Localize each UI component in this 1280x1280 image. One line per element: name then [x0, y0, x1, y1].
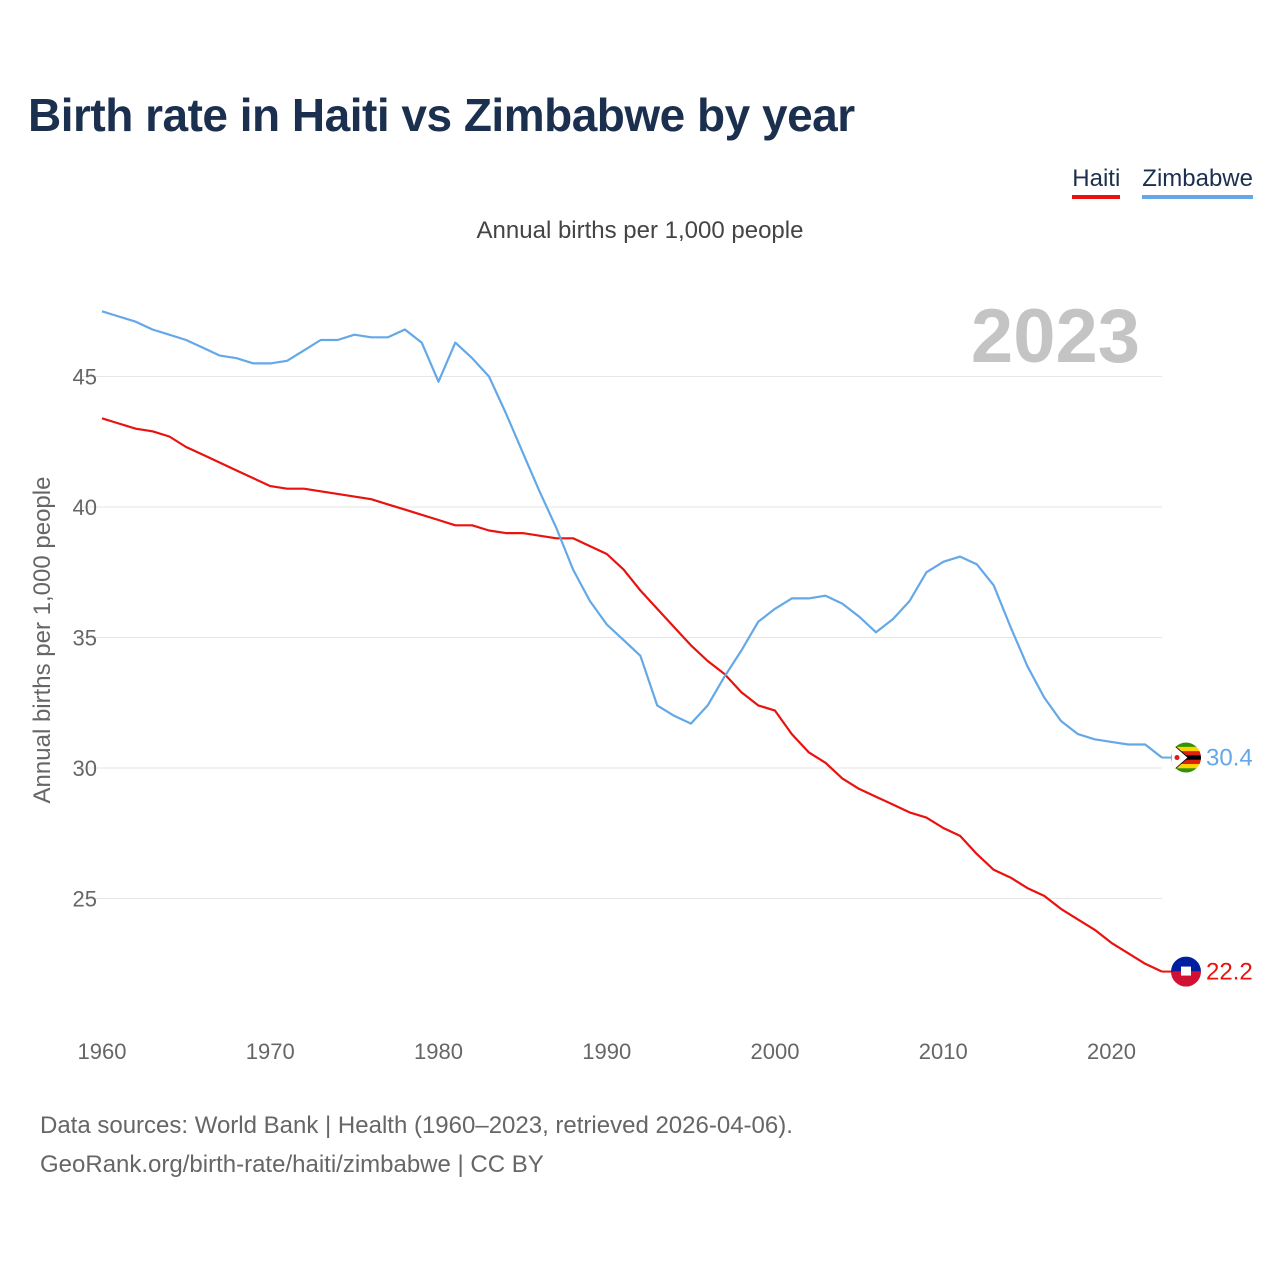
x-tick-label-1990: 1990 — [582, 1039, 631, 1064]
x-tick-label-2010: 2010 — [919, 1039, 968, 1064]
end-value-label-haiti: 22.2 — [1206, 959, 1253, 986]
legend-item-zimbabwe[interactable]: Zimbabwe — [1142, 165, 1253, 199]
y-tick-label-25: 25 — [73, 887, 97, 912]
end-value-label-zimbabwe: 30.4 — [1206, 745, 1253, 772]
x-tick-label-2020: 2020 — [1087, 1039, 1136, 1064]
flag-stripe — [1171, 763, 1201, 769]
y-tick-label-30: 30 — [73, 756, 97, 781]
x-tick-label-1960: 1960 — [78, 1039, 127, 1064]
footer: Data sources: World Bank | Health (1960–… — [40, 1106, 793, 1184]
y-tick-label-35: 35 — [73, 626, 97, 651]
series-line-haiti — [101, 417, 1163, 973]
x-tick-label-2000: 2000 — [751, 1039, 800, 1064]
legend: Haiti Zimbabwe — [1072, 165, 1253, 199]
flag-stripe — [1171, 746, 1201, 752]
legend-item-haiti[interactable]: Haiti — [1072, 165, 1121, 199]
chart-subtitle: Annual births per 1,000 people — [476, 217, 804, 244]
flag-stripe — [1171, 956, 1201, 972]
flag-star — [1174, 755, 1180, 761]
footer-attribution[interactable]: GeoRank.org/birth-rate/haiti/zimbabwe | … — [40, 1151, 544, 1178]
line-chart: 25 30 35 40 45 1960 1970 1980 1990 2000 2010 2020 An… — [29, 294, 1253, 1064]
x-tick-label-1970: 1970 — [246, 1039, 295, 1064]
flag-stripe — [1171, 971, 1201, 987]
year-annotation: 2023 — [971, 294, 1140, 379]
series-line-zimbabwe — [101, 310, 1163, 759]
flag-stripe — [1171, 759, 1201, 765]
footer-sources: Data sources: World Bank | Health (1960–… — [40, 1112, 793, 1139]
flag-haiti-icon — [1171, 956, 1201, 987]
flag-zimbabwe-icon — [1171, 742, 1201, 773]
flag-stripe — [1171, 751, 1201, 756]
flag-stripe — [1171, 742, 1201, 748]
flag-emblem — [1181, 966, 1191, 976]
x-tick-label-1980: 1980 — [414, 1039, 463, 1064]
chart-title: Birth rate in Haiti vs Zimbabwe by year — [28, 89, 855, 141]
flag-stripe — [1171, 768, 1201, 773]
y-tick-label-40: 40 — [73, 495, 97, 520]
y-tick-label-45: 45 — [73, 365, 97, 390]
y-axis-label: Annual births per 1,000 people — [29, 477, 56, 804]
